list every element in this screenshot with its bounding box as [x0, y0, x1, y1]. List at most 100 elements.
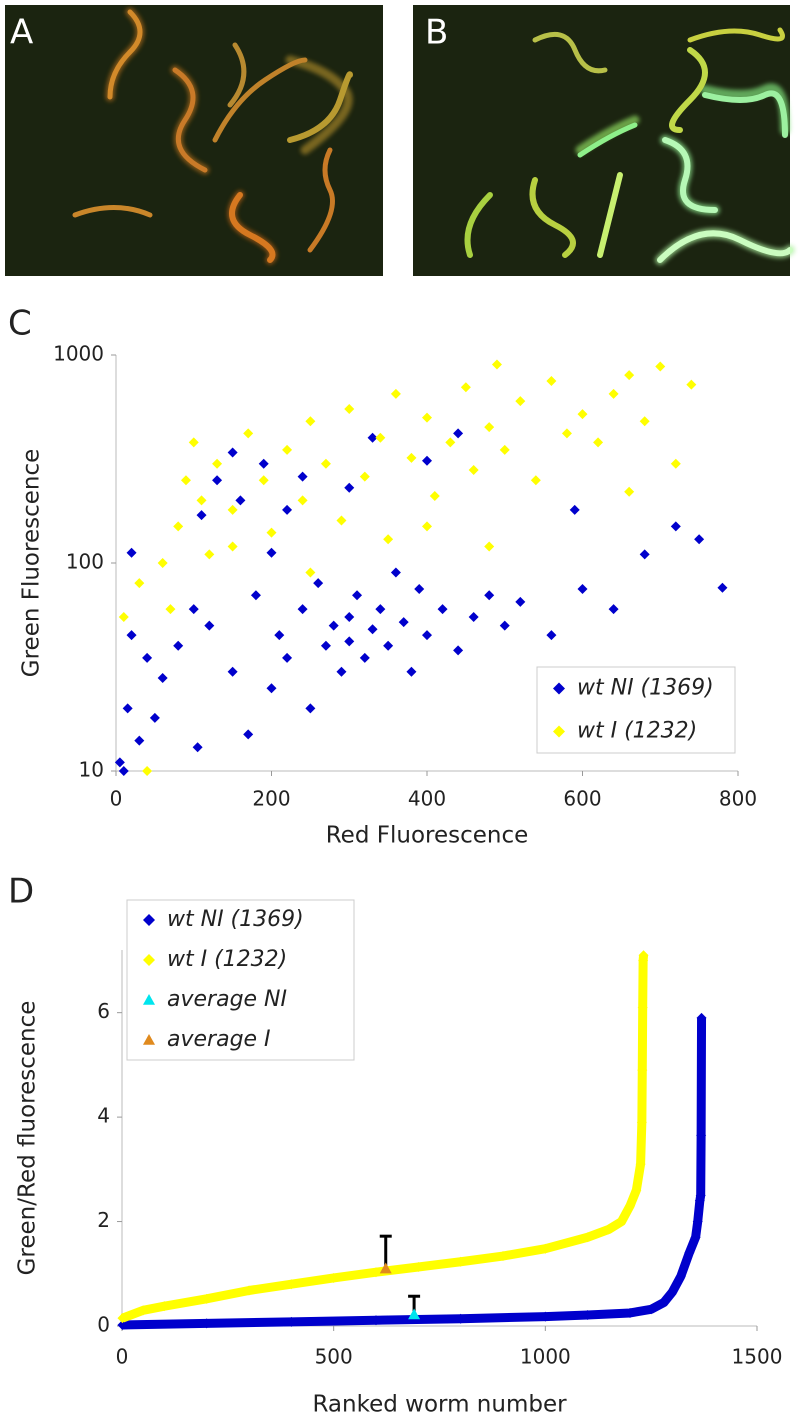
legend-marker [143, 954, 155, 966]
point [165, 604, 176, 615]
point [201, 1293, 212, 1304]
point [180, 475, 191, 486]
point [114, 757, 125, 768]
point [624, 486, 635, 497]
point [422, 455, 432, 466]
point [258, 458, 269, 469]
point [455, 1313, 466, 1324]
point [359, 471, 370, 482]
point [603, 1224, 614, 1235]
point [406, 666, 417, 677]
legend-marker [143, 1034, 155, 1045]
point [437, 604, 448, 615]
x-tick-label: 0 [116, 1345, 129, 1369]
point [675, 1271, 686, 1282]
legend-label: wt I (1232) [577, 719, 697, 744]
point [126, 547, 137, 558]
point [625, 1307, 635, 1318]
point [670, 458, 681, 469]
point [696, 1130, 707, 1141]
point [484, 422, 495, 433]
point [149, 712, 160, 723]
x-tick-label: 800 [719, 787, 757, 811]
y-tick-label: 0 [97, 1313, 110, 1337]
point [569, 504, 580, 515]
point [646, 1304, 657, 1315]
point [582, 1310, 593, 1321]
point [282, 504, 293, 515]
point [499, 620, 510, 631]
point [375, 604, 386, 615]
point [468, 612, 479, 623]
point [422, 521, 432, 532]
point [344, 404, 355, 415]
point [515, 596, 526, 607]
point [577, 583, 588, 594]
point [359, 652, 370, 663]
point [122, 703, 133, 714]
point [616, 1216, 627, 1227]
point [352, 590, 363, 601]
point [379, 1262, 392, 1274]
point [367, 624, 378, 635]
point [390, 567, 401, 578]
point [227, 541, 238, 552]
point [117, 1313, 128, 1324]
point [188, 437, 199, 448]
point [274, 630, 285, 641]
point [157, 558, 168, 568]
point [445, 437, 456, 448]
point [695, 1190, 706, 1201]
legend-label: average I [167, 1027, 271, 1052]
point [608, 604, 619, 615]
x-tick-label: 600 [563, 787, 601, 811]
point [371, 1267, 381, 1278]
point [286, 1279, 297, 1290]
point [344, 636, 355, 647]
point [491, 359, 502, 370]
point [266, 683, 277, 694]
point [282, 444, 293, 455]
point [515, 396, 526, 407]
point [134, 735, 145, 746]
point [212, 458, 223, 469]
point [297, 471, 308, 482]
point [204, 620, 215, 631]
point [375, 432, 386, 443]
point [546, 375, 557, 386]
point [406, 452, 417, 463]
point [328, 1272, 339, 1283]
point [367, 432, 378, 443]
panel-label: D [8, 872, 34, 912]
point [244, 1285, 254, 1296]
legend-box [126, 899, 355, 1061]
point [159, 1301, 170, 1312]
point [530, 475, 541, 486]
point [142, 652, 153, 663]
point [593, 437, 604, 448]
y-tick-label: 100 [66, 550, 104, 574]
legend-label: wt NI (1369) [577, 676, 714, 701]
point [243, 428, 254, 439]
legend-marker [553, 682, 565, 695]
point [305, 416, 316, 427]
point [157, 672, 168, 683]
point [540, 1311, 551, 1322]
point [266, 547, 277, 558]
legend-box [536, 666, 736, 754]
point [328, 620, 339, 631]
legend-marker [143, 914, 155, 926]
point [297, 495, 308, 506]
point [429, 490, 440, 501]
point [577, 409, 588, 420]
point [204, 549, 215, 560]
series-line [122, 1017, 707, 1330]
point [266, 527, 277, 538]
point [336, 666, 347, 677]
point [484, 541, 495, 552]
point [460, 382, 471, 393]
point [637, 1002, 648, 1013]
point [196, 495, 207, 506]
point [383, 640, 394, 651]
y-tick-label: 1000 [53, 342, 104, 366]
